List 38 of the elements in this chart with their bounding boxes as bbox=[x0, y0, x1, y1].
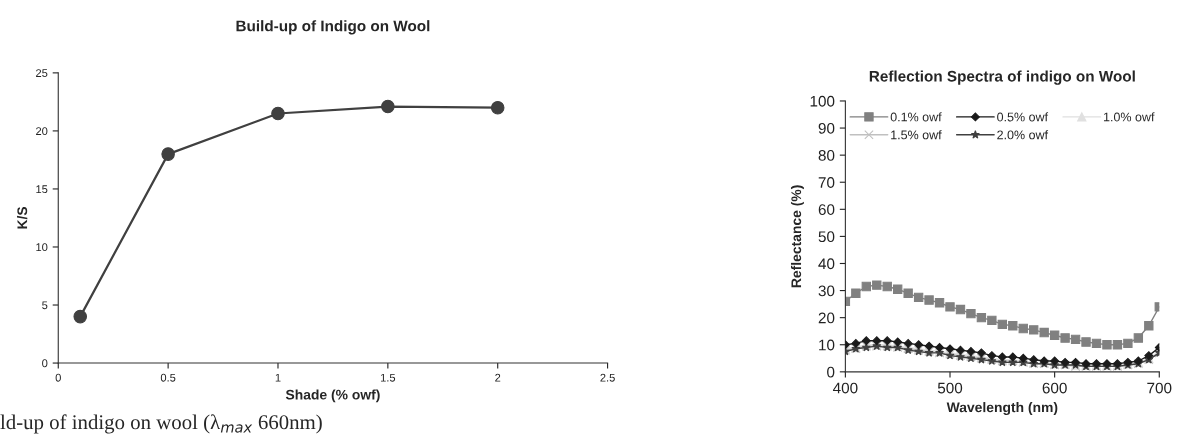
legend-label: 0.1% owf bbox=[890, 112, 942, 122]
chart-title: Build-up of Indigo on Wool bbox=[236, 20, 430, 35]
y-tick-label: 50 bbox=[818, 231, 835, 243]
x-tick-label: 0.5 bbox=[160, 373, 176, 382]
y-tick-label: 30 bbox=[818, 285, 835, 297]
legend-label: 1.0% owf bbox=[1103, 112, 1155, 122]
x-tick-label: 400 bbox=[832, 382, 858, 394]
x-tick-label: 500 bbox=[937, 382, 963, 394]
y-tick-label: 5 bbox=[42, 301, 48, 310]
legend-label: 1.5% owf bbox=[891, 130, 942, 140]
y-tick-label: 0 bbox=[42, 359, 48, 368]
y-tick-label: 25 bbox=[36, 69, 48, 78]
text: ld-up of indigo on wool (λ$_{max}$ 660nm) bbox=[0, 414, 322, 434]
y-tick-label: 15 bbox=[36, 185, 48, 194]
y-tick-label: 20 bbox=[36, 127, 48, 136]
y-tick-label: 80 bbox=[818, 150, 835, 161]
y-axis-title: K/S bbox=[16, 206, 28, 229]
x-tick-label: 2.5 bbox=[600, 373, 615, 382]
chart-title: Reflection Spectra of indigo on Wool bbox=[869, 70, 1135, 85]
y-axis-title: Reflectance (%) bbox=[790, 185, 804, 288]
x-axis-title: Wavelength (nm) bbox=[946, 402, 1058, 416]
x-tick-label: 1 bbox=[275, 373, 281, 382]
legend-label: 0.5% owf bbox=[997, 112, 1049, 122]
y-tick-label: 40 bbox=[818, 258, 835, 270]
y-tick-label: 100 bbox=[810, 95, 835, 107]
x-tick-label: 600 bbox=[1042, 382, 1067, 394]
y-tick-label: 20 bbox=[818, 312, 835, 324]
y-tick-label: 90 bbox=[818, 122, 835, 134]
y-tick-label: 70 bbox=[818, 177, 835, 188]
legend-label: 2.0% owf bbox=[997, 130, 1049, 140]
x-tick-label: 1.5 bbox=[380, 373, 396, 382]
x-axis-title: Shade (% owf) bbox=[285, 389, 380, 403]
y-tick-label: 10 bbox=[36, 243, 48, 252]
x-tick-label: 0 bbox=[55, 373, 61, 382]
x-tick-label: 2 bbox=[495, 373, 501, 382]
x-tick-label: 700 bbox=[1147, 382, 1172, 394]
y-tick-label: 60 bbox=[818, 204, 835, 215]
y-tick-label: 10 bbox=[819, 339, 835, 351]
